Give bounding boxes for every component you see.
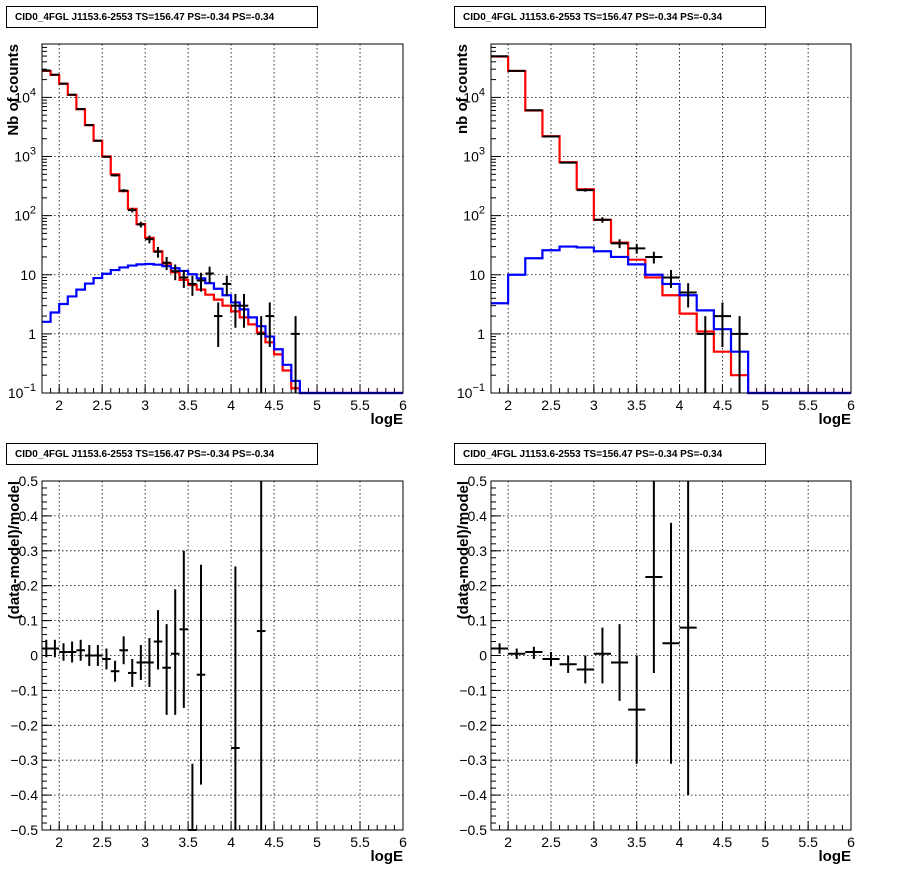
y-tick-label: −0.1 bbox=[459, 682, 487, 698]
x-tick-label: 2 bbox=[504, 397, 512, 413]
panel-3: 2 2.5 3 3.5 4 4.5 5 5.5 6 −0.5 −0.4 −0.3 −0.2 −0.1 0 0.… bbox=[6, 473, 407, 865]
y-tick-label: 0.3 bbox=[19, 543, 39, 559]
y-tick-label: 0.4 bbox=[19, 508, 39, 524]
x-tick-label: 5.5 bbox=[350, 397, 370, 413]
y-tick-label: −0.3 bbox=[10, 752, 38, 768]
y-axis-label: Nb of counts bbox=[5, 44, 22, 136]
y-tick-label: −0.5 bbox=[459, 822, 487, 838]
x-axis-label: logE bbox=[371, 411, 404, 428]
x-tick-label: 2 bbox=[55, 397, 63, 413]
y-tick-label: 103 bbox=[14, 146, 36, 165]
y-tick-label: 102 bbox=[463, 205, 485, 224]
y-tick-exponent: 4 bbox=[30, 86, 36, 98]
y-tick-label: 0.5 bbox=[19, 473, 39, 489]
x-tick-label: 3.5 bbox=[178, 834, 198, 850]
y-tick-label: −0.4 bbox=[10, 787, 38, 803]
x-tick-label: 5 bbox=[313, 397, 321, 413]
y-tick-exponent: 4 bbox=[479, 86, 485, 98]
x-tick-label: 3 bbox=[590, 834, 598, 850]
panel-title: CID0_4FGL J1153.6-2553 TS=156.47 PS=-0.3… bbox=[6, 6, 318, 28]
x-tick-label: 2.5 bbox=[92, 834, 112, 850]
x-tick-label: 2.5 bbox=[541, 397, 561, 413]
x-tick-label: 6 bbox=[399, 834, 407, 850]
y-tick-label: 0.3 bbox=[468, 543, 488, 559]
plot-frame bbox=[490, 43, 852, 394]
x-tick-label: 5 bbox=[761, 834, 769, 850]
y-tick-exponent: 3 bbox=[30, 146, 36, 158]
y-tick-label: −0.3 bbox=[459, 752, 487, 768]
y-tick-label: 10 bbox=[469, 267, 485, 283]
x-tick-label: 4.5 bbox=[264, 397, 284, 413]
y-tick-exponent: 3 bbox=[479, 146, 485, 158]
y-tick-label: 0.2 bbox=[468, 578, 488, 594]
x-tick-label: 2 bbox=[504, 834, 512, 850]
plot-area bbox=[42, 44, 403, 393]
plot-frame bbox=[41, 43, 404, 394]
x-axis-label: logE bbox=[819, 848, 852, 865]
y-tick-label: −0.1 bbox=[10, 682, 38, 698]
y-tick-label: 0.4 bbox=[468, 508, 488, 524]
x-tick-label: 4 bbox=[676, 834, 684, 850]
plot-area bbox=[491, 44, 851, 393]
x-tick-label: 5.5 bbox=[798, 397, 818, 413]
y-tick-exponent: −1 bbox=[23, 382, 36, 394]
y-tick-exponent: 2 bbox=[30, 205, 36, 217]
y-tick-exponent: −1 bbox=[472, 382, 485, 394]
x-tick-label: 3 bbox=[590, 397, 598, 413]
y-axis-label: nb of counts bbox=[454, 44, 471, 134]
y-axis-label: (data-model)/model bbox=[455, 481, 472, 619]
y-tick-label: 1 bbox=[28, 326, 36, 342]
x-tick-label: 5.5 bbox=[350, 834, 370, 850]
x-tick-label: 4 bbox=[676, 397, 684, 413]
panel-1: 2 2.5 3 3.5 4 4.5 5 5.5 610−1110102103104logENb … bbox=[5, 43, 407, 428]
panel-4: 2 2.5 3 3.5 4 4.5 5 5.5 6 −0.5 −0.4 −0.3 −0.2 −0.1 0 0.… bbox=[455, 473, 855, 865]
x-tick-label: 3 bbox=[141, 397, 149, 413]
x-axis-label: logE bbox=[371, 848, 404, 865]
plot-frame bbox=[41, 480, 404, 831]
y-tick-label: −0.4 bbox=[459, 787, 487, 803]
y-tick-label: −0.2 bbox=[10, 717, 38, 733]
y-tick-label: 0.1 bbox=[468, 613, 488, 629]
y-tick-label: −0.2 bbox=[459, 717, 487, 733]
y-tick-label: 10−1 bbox=[457, 382, 485, 401]
y-tick-label: 0 bbox=[30, 648, 38, 664]
x-tick-label: 6 bbox=[847, 834, 855, 850]
y-tick-label: 1 bbox=[477, 326, 485, 342]
plot-frame bbox=[490, 480, 852, 831]
x-tick-label: 3 bbox=[141, 834, 149, 850]
x-tick-label: 5 bbox=[313, 834, 321, 850]
x-tick-label: 5 bbox=[761, 397, 769, 413]
y-tick-exponent: 2 bbox=[479, 205, 485, 217]
x-axis-label: logE bbox=[819, 411, 852, 428]
y-tick-label: 103 bbox=[463, 146, 485, 165]
y-tick-label: 102 bbox=[14, 205, 36, 224]
panel-title: CID0_4FGL J1153.6-2553 TS=156.47 PS=-0.3… bbox=[454, 6, 766, 28]
x-tick-label: 2.5 bbox=[92, 397, 112, 413]
x-tick-label: 6 bbox=[399, 397, 407, 413]
x-tick-label: 3.5 bbox=[178, 397, 198, 413]
panel-2: 2 2.5 3 3.5 4 4.5 5 5.5 610−1110102103104logEnb … bbox=[454, 43, 855, 428]
x-tick-label: 5.5 bbox=[798, 834, 818, 850]
x-tick-label: 3.5 bbox=[627, 834, 647, 850]
y-tick-label: 0 bbox=[479, 648, 487, 664]
x-tick-label: 2 bbox=[55, 834, 63, 850]
y-tick-label: 0.2 bbox=[19, 578, 39, 594]
x-tick-label: 6 bbox=[847, 397, 855, 413]
y-tick-label: 0.5 bbox=[468, 473, 488, 489]
x-tick-label: 3.5 bbox=[627, 397, 647, 413]
y-tick-label: −0.5 bbox=[10, 822, 38, 838]
panel-title: CID0_4FGL J1153.6-2553 TS=156.47 PS=-0.3… bbox=[454, 443, 766, 465]
panel-title: CID0_4FGL J1153.6-2553 TS=156.47 PS=-0.3… bbox=[6, 443, 318, 465]
x-tick-label: 2.5 bbox=[541, 834, 561, 850]
y-axis-label: (data-model)/model bbox=[6, 481, 23, 619]
x-tick-label: 4.5 bbox=[713, 834, 733, 850]
y-tick-label: 0.1 bbox=[19, 613, 39, 629]
x-tick-label: 4 bbox=[227, 834, 235, 850]
x-tick-label: 4.5 bbox=[264, 834, 284, 850]
y-tick-label: 10 bbox=[20, 267, 36, 283]
x-tick-label: 4 bbox=[227, 397, 235, 413]
y-tick-label: 10−1 bbox=[8, 382, 36, 401]
x-tick-label: 4.5 bbox=[713, 397, 733, 413]
